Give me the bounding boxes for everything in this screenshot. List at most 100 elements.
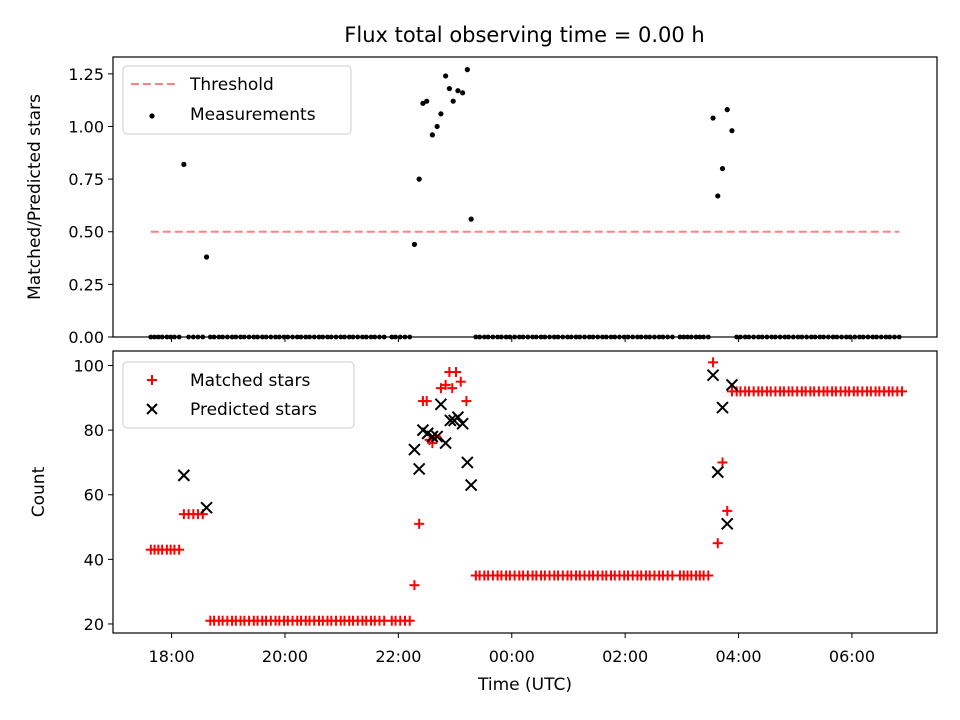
predicted-marker-b bbox=[451, 411, 465, 424]
predicted-marker-b bbox=[721, 517, 734, 531]
matched-star-point bbox=[461, 396, 472, 407]
bottom-panel-legend: Matched stars Predicted stars bbox=[122, 361, 355, 429]
measurement-point bbox=[411, 241, 418, 247]
bottom-y-tick-label: 20 bbox=[84, 615, 104, 634]
predicted-marker-b bbox=[416, 423, 430, 437]
measurement-point bbox=[450, 98, 456, 104]
legend-predicted-swatch bbox=[146, 403, 158, 415]
matched-star-point bbox=[409, 580, 420, 591]
top-y-tick-label: 1.00 bbox=[68, 117, 104, 136]
measurement-point bbox=[420, 100, 426, 106]
predicted-marker-b bbox=[461, 456, 474, 469]
predicted-marker-b bbox=[464, 478, 478, 492]
measurement-point bbox=[729, 128, 735, 134]
predicted-marker-b bbox=[426, 430, 439, 443]
top-panel-x-ticks bbox=[171, 337, 853, 342]
predicted-star-point bbox=[426, 430, 439, 443]
top-panel-frame bbox=[112, 56, 938, 338]
matched-star-point bbox=[712, 538, 723, 549]
top-panel-plot-area bbox=[148, 67, 902, 340]
bottom-panel-x-axis: 18:00 20:00 22:00 00:00 02:00 04:00 06:00 bbox=[149, 633, 875, 666]
top-y-tick-label: 0.75 bbox=[68, 170, 104, 189]
bottom-legend-box bbox=[122, 361, 355, 429]
bottom-y-tick-label: 40 bbox=[84, 550, 104, 569]
measurement-point bbox=[724, 107, 730, 113]
bottom-panel-y-axis: 20 40 60 80 100 bbox=[73, 357, 113, 634]
top-panel-y-axis-label: Matched/Predicted stars bbox=[25, 94, 45, 300]
predicted-marker-b bbox=[412, 462, 426, 476]
measurement-point bbox=[715, 193, 721, 199]
bottom-panel-plot-area bbox=[145, 357, 908, 626]
predicted-marker-b bbox=[439, 436, 452, 450]
predicted-marker-b bbox=[444, 414, 457, 427]
predicted-star-point bbox=[711, 465, 724, 479]
x-axis-label: Time (UTC) bbox=[477, 675, 572, 695]
matched-star-point bbox=[722, 505, 733, 516]
legend-matched-label: Matched stars bbox=[190, 371, 310, 391]
measurement-point bbox=[719, 165, 726, 172]
measurement-point bbox=[446, 85, 453, 92]
legend-matched-swatch bbox=[147, 375, 157, 385]
predicted-star-point bbox=[456, 417, 469, 430]
top-y-tick-label: 0.25 bbox=[68, 275, 104, 294]
bottom-panel-frame bbox=[112, 350, 938, 634]
bottom-panel-y-axis-label: Count bbox=[29, 466, 49, 517]
predicted-marker-b bbox=[408, 443, 421, 456]
predicted-star-point bbox=[464, 478, 478, 492]
measurement-point bbox=[455, 88, 461, 94]
matched-star-point bbox=[427, 438, 438, 449]
legend-threshold-label: Threshold bbox=[189, 75, 274, 95]
matched-star-point bbox=[421, 396, 432, 407]
measurement-point bbox=[710, 115, 716, 121]
bottom-x-tick-label: 22:00 bbox=[375, 647, 421, 666]
top-y-tick-label: 1.25 bbox=[68, 65, 104, 84]
predicted-star-point bbox=[200, 501, 213, 514]
predicted-marker-b bbox=[430, 430, 444, 443]
matched-star-point bbox=[726, 386, 737, 397]
bottom-y-tick-label: 80 bbox=[84, 421, 104, 440]
bottom-x-tick-label: 20:00 bbox=[262, 647, 308, 666]
predicted-star-point bbox=[434, 398, 448, 411]
predicted-star-point bbox=[451, 411, 465, 424]
measurement-point bbox=[203, 254, 210, 260]
predicted-marker-b bbox=[200, 501, 213, 514]
predicted-star-point bbox=[461, 456, 474, 469]
predicted-marker-b bbox=[177, 469, 191, 482]
predicted-marker-b bbox=[421, 427, 434, 440]
measurement-point bbox=[460, 90, 466, 96]
predicted-marker-b bbox=[711, 465, 724, 479]
measurement-point bbox=[464, 67, 470, 73]
measurement-point bbox=[443, 73, 449, 79]
measurement-point bbox=[468, 216, 474, 222]
matched-star-point bbox=[451, 366, 462, 377]
bottom-x-tick-label: 06:00 bbox=[829, 647, 875, 666]
matched-star-point bbox=[174, 544, 185, 555]
measurement-point bbox=[434, 123, 440, 130]
predicted-marker-b bbox=[456, 417, 469, 430]
measurement-point bbox=[429, 132, 435, 138]
predicted-marker-b bbox=[716, 401, 729, 414]
matched-star-point bbox=[717, 457, 728, 468]
predicted-marker-b bbox=[434, 398, 448, 411]
predicted-star-point bbox=[725, 378, 739, 392]
top-panel-legend: Threshold Measurements bbox=[122, 65, 352, 135]
matched-star-point bbox=[897, 386, 908, 397]
measurement-point bbox=[416, 176, 422, 182]
legend-predicted-label: Predicted stars bbox=[190, 400, 317, 420]
matched-star-point bbox=[404, 615, 415, 626]
bottom-x-tick-label: 04:00 bbox=[716, 647, 762, 666]
predicted-marker-b bbox=[706, 369, 720, 382]
legend-measurements-label: Measurements bbox=[190, 105, 316, 125]
top-legend-box bbox=[122, 65, 352, 135]
predicted-star-point bbox=[444, 414, 457, 427]
matched-star-point bbox=[447, 383, 458, 394]
predicted-star-point bbox=[412, 462, 426, 476]
top-y-tick-label: 0.50 bbox=[68, 223, 104, 242]
predicted-star-point bbox=[408, 443, 421, 456]
bottom-y-tick-label: 60 bbox=[84, 486, 104, 505]
top-y-tick-label: 0.00 bbox=[68, 328, 104, 347]
matched-star-point bbox=[708, 357, 719, 368]
bottom-x-tick-label: 00:00 bbox=[489, 647, 535, 666]
matched-star-point bbox=[703, 570, 714, 581]
